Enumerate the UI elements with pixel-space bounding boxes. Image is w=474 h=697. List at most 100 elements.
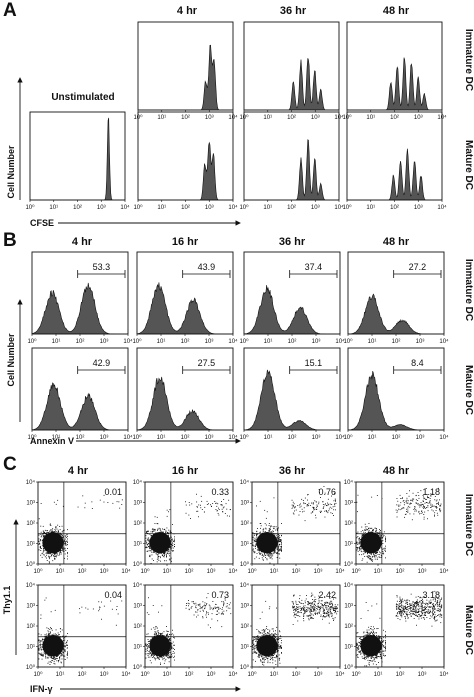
- panel-c-immature-dc-48-hr-responder-dot: [425, 499, 427, 500]
- panel-c-immature-dc-36-hr-dot: [274, 551, 276, 552]
- panel-c-immature-dc-16-hr-dot: [163, 529, 165, 531]
- panel-c-immature-dc-4-hr-dot: [45, 552, 47, 554]
- panel-c-immature-dc-48-hr-responder-dot: [436, 507, 438, 509]
- panel-c-immature-dc-36-hr-dot: [268, 555, 269, 557]
- panel-c-immature-dc-4-hr-dot: [61, 525, 63, 527]
- panel-c-immature-dc-16-hr-dot: [165, 532, 167, 534]
- panel-c-immature-dc-36-hr-dot: [276, 548, 278, 550]
- panel-c-immature-dc-36-hr-responder-dot: [299, 504, 300, 506]
- panel-c-immature-dc-4-hr-responder-dot: [121, 504, 123, 505]
- panel-c-immature-dc-16-hr-dot: [149, 545, 151, 547]
- panel-c-mature-dc-4-hr-dot: [60, 661, 62, 663]
- panel-c-immature-dc-48-hr-dot: [368, 531, 369, 533]
- panel-c-immature-dc-48-hr-responder-dot: [420, 505, 422, 507]
- panel-c-immature-dc-48-hr-responder-dot: [402, 497, 403, 499]
- panel-c-immature-dc-48-hr-dot: [380, 530, 381, 531]
- panel-c-immature-dc-4-hr-dot: [59, 532, 61, 534]
- panel-c-immature-dc-36-hr-responder-dot: [315, 501, 317, 503]
- panel-c-immature-dc-16-hr-dot: [162, 555, 163, 557]
- panel-c-immature-dc-4-hr-dot: [46, 557, 47, 559]
- panel-c-immature-dc-4-hr-dot: [44, 529, 46, 531]
- panel-c-immature-dc-48-hr-responder-dot: [417, 503, 419, 505]
- panel-c-immature-dc-36-hr-dot: [255, 539, 257, 541]
- panel-c-immature-dc-16-hr-dot: [169, 555, 170, 557]
- panel-c-immature-dc-4-hr-dot: [51, 555, 52, 556]
- panel-c-immature-dc-48-hr-ytick-label-4: 10⁴: [344, 479, 354, 486]
- panel-c-immature-dc-48-hr-responder-dot: [425, 488, 427, 489]
- panel-c-mature-dc-4-hr-dot: [41, 655, 43, 657]
- panel-c-immature-dc-36-hr-responder-dot: [321, 510, 322, 512]
- panel-c-immature-dc-36-hr-responder-dot: [334, 498, 336, 500]
- panel-c-immature-dc-48-hr-responder-dot: [409, 506, 411, 508]
- panel-a-immature-dc-48-hr-xtick-label-1: 10¹: [366, 115, 375, 121]
- panel-c-immature-dc-48-hr-dot: [371, 527, 373, 529]
- panel-b-immature-dc-36-hr-xtick-label-0: 10⁰: [239, 338, 249, 345]
- panel-c-immature-dc-16-hr-dot: [149, 547, 150, 549]
- panel-c-immature-dc-16-hr-dot: [164, 528, 166, 530]
- panel-c-immature-dc-36-hr-xtick-label-1: 10¹: [270, 569, 279, 575]
- panel-c-mature-dc-4-hr-dot: [46, 627, 48, 629]
- panel-c-immature-dc-48-hr-dot: [380, 537, 382, 538]
- panel-c-immature-dc-16-hr-dot: [148, 537, 150, 539]
- panel-c-immature-dc-36-hr-dot: [264, 531, 266, 532]
- panel-c-immature-dc-36-hr-responder-dot: [329, 506, 331, 508]
- panel-c-immature-dc-48-hr-dot: [382, 551, 384, 553]
- panel-c-immature-dc-16-hr-dot: [151, 529, 153, 531]
- panel-c-immature-dc-48-hr-dot: [366, 555, 368, 557]
- panel-c-immature-dc-36-hr-dot: [269, 562, 271, 564]
- panel-c-immature-dc-48-hr-dot: [376, 551, 377, 553]
- panel-c-immature-dc-48-hr-dot: [363, 553, 365, 555]
- panel-c-immature-dc-48-hr-responder-dot: [407, 509, 409, 511]
- panel-c-immature-dc-36-hr-dot: [272, 555, 274, 557]
- panel-c-immature-dc-48-hr-sparse-dot: [356, 501, 358, 503]
- panel-c-immature-dc-4-hr-dot: [57, 524, 59, 526]
- panel-c-immature-dc-48-hr-dot: [361, 535, 363, 536]
- panel-c-mature-dc-4-hr-dots: [38, 597, 123, 665]
- panel-c-immature-dc-36-hr-responder-dot: [291, 499, 293, 501]
- panel-c-mature-dc-4-hr-dot: [55, 655, 57, 657]
- panel-c-mature-dc-4-hr-dot: [58, 635, 60, 637]
- panel-c-immature-dc-36-hr-responder-dot: [293, 513, 295, 515]
- panel-c-mature-dc-4-hr-dot: [38, 633, 40, 635]
- panel-c-immature-dc-48-hr-responder-dot: [430, 495, 431, 497]
- panel-c-immature-dc-48-hr-dot: [364, 526, 366, 528]
- panel-c-immature-dc-4-hr-dot: [67, 552, 68, 553]
- panel-c-mature-dc-4-hr-dot: [51, 656, 52, 657]
- panel-b-immature-dc-48-hr-xtick-label-3: 10³: [416, 339, 425, 345]
- panel-c-mature-dc-4-hr-dot: [67, 633, 68, 634]
- panel-c-immature-dc-16-hr-sparse-dot: [154, 516, 156, 518]
- panel-c-mature-dc-4-hr-dot: [48, 631, 50, 633]
- panel-c-immature-dc-48-hr-responder-dot: [403, 507, 405, 509]
- panel-c-immature-dc-48-hr-dot: [371, 559, 373, 560]
- panel-c-immature-dc-16-hr-responder-dot: [229, 509, 231, 511]
- panel-c-immature-dc-48-hr-dot: [382, 551, 384, 552]
- panel-c-immature-dc-36-hr-responder-dot: [334, 505, 336, 507]
- panel-c-immature-dc-16-hr-responder-dot: [200, 495, 202, 497]
- panel-a-immature-dc-4-hr-xtick-label-2: 10²: [181, 115, 190, 121]
- panel-c-immature-dc-36-hr-responder-dot: [307, 494, 308, 496]
- panel-c-immature-dc-36-hr-dot: [279, 549, 281, 551]
- panel-c-immature-dc-48-hr-ytick-label-3: 10³: [344, 501, 353, 507]
- panel-c-immature-dc-36-hr-responder-dot: [334, 493, 335, 494]
- panel-c-immature-dc-48-hr-dot: [369, 531, 371, 533]
- panel-c-immature-dc-48-hr-responder-dot: [406, 508, 408, 510]
- panel-c-immature-dc-16-hr-responder-dot: [217, 513, 219, 514]
- panel-c-immature-dc-4-hr-dot: [59, 526, 61, 527]
- panel-c-immature-dc-36-hr-responder-dot: [331, 513, 333, 514]
- panel-c-immature-dc-4-hr-sparse-dot: [53, 501, 55, 503]
- panel-c-immature-dc-48-hr-responder-dot: [418, 495, 420, 496]
- panel-c-immature-dc-16-hr-dot: [171, 544, 173, 546]
- panel-c-immature-dc-36-hr-responder-dot: [312, 503, 314, 505]
- panel-c-immature-dc-36-hr-dot: [270, 554, 272, 556]
- panel-c-immature-dc-36-hr-dot: [269, 557, 271, 559]
- panel-a-immature-dc-48-hr-xtick-label-2: 10²: [390, 115, 399, 121]
- panel-a-mature-dc-36-hr-xtick-label-3: 10³: [311, 205, 320, 211]
- panel-c-immature-dc-16-hr-responder-dot: [216, 510, 218, 512]
- panel-c-immature-dc-16-hr-responder-dot: [204, 511, 205, 513]
- panel-c-immature-dc-36-hr-responder-dot: [324, 516, 326, 518]
- panel-c-immature-dc-16-hr-dot: [172, 524, 173, 525]
- panel-c-immature-dc-36-hr-dot: [252, 536, 254, 538]
- panel-c-mature-dc-4-hr-dot: [61, 651, 63, 652]
- panel-c-immature-dc-36-hr-dot: [255, 544, 257, 545]
